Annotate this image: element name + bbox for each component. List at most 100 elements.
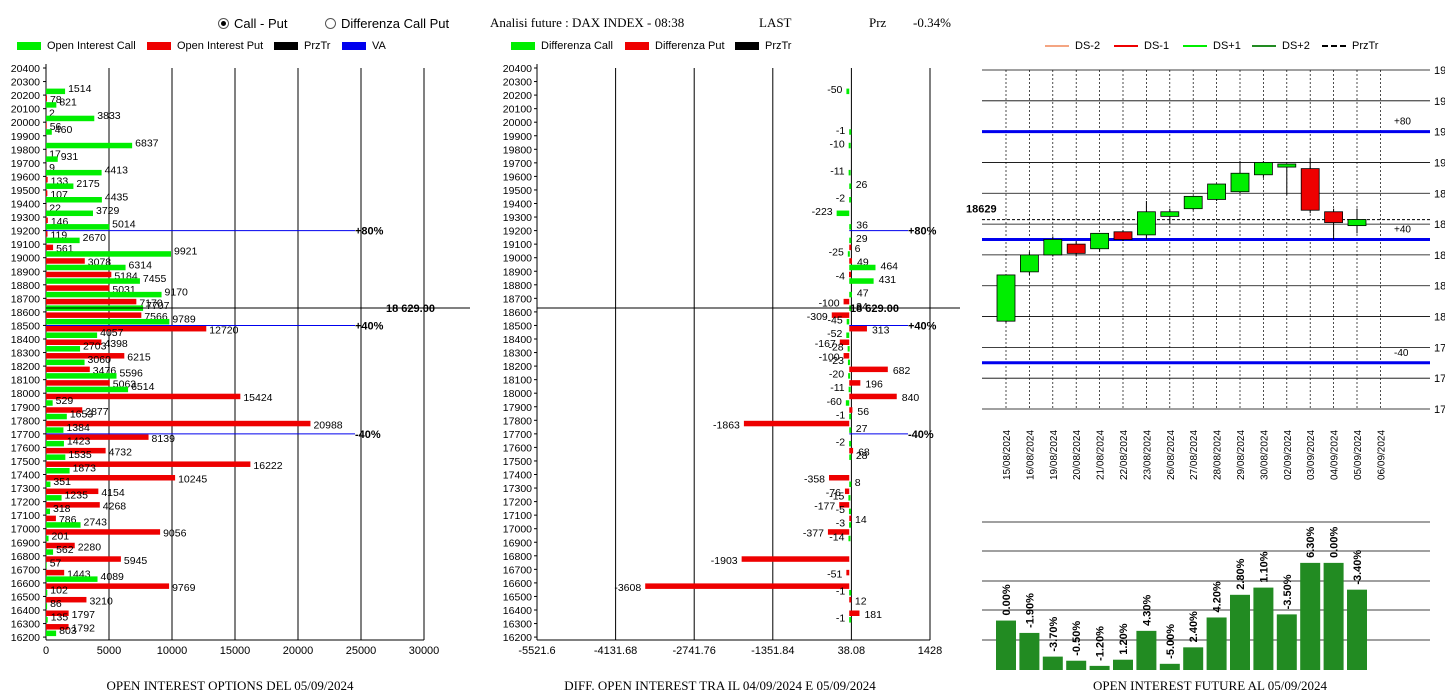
strike-label: 17400	[11, 470, 40, 482]
diff-call-label: 27	[856, 423, 868, 435]
oi-bar-label: 0.00%	[1001, 584, 1013, 615]
call-bar	[46, 156, 58, 162]
oi-bar-label: -0.50%	[1071, 621, 1083, 656]
call-value-label: 7707	[146, 300, 170, 312]
call-bar	[46, 413, 67, 420]
strike-label: 19100	[11, 239, 40, 251]
diff-put-label: 12	[855, 595, 867, 607]
strike-label: 17400	[503, 470, 532, 482]
put-value-label: 17	[49, 148, 61, 160]
strike-label: 20000	[503, 117, 532, 129]
legend-prztr-label: PrzTr	[304, 40, 331, 52]
va-label: +80	[1394, 117, 1411, 128]
call-value-label: 803	[59, 625, 77, 637]
call-bar	[46, 589, 48, 596]
diff-put-label: -309	[807, 311, 828, 323]
call-bar	[46, 454, 66, 460]
call-bar	[46, 183, 74, 189]
strike-label: 17600	[503, 442, 532, 454]
strike-label: 19100	[503, 239, 532, 251]
put-value-label: 6215	[127, 352, 151, 364]
oi-bar-label: -1.90%	[1024, 593, 1036, 628]
radio-call-put[interactable]: Call - Put	[218, 16, 287, 31]
put-bar	[46, 461, 251, 467]
diff-call-bar	[845, 400, 850, 406]
ds-m1-line	[1114, 45, 1138, 47]
radio-differenza-label: Differenza Call Put	[341, 16, 450, 31]
oi-bar-label: -1.20%	[1095, 626, 1107, 661]
y-tick-label: 19200	[1434, 127, 1445, 139]
strike-label: 16600	[503, 578, 532, 590]
diff-put-bar	[849, 366, 888, 373]
strike-label: 17000	[503, 524, 532, 536]
call-bar	[46, 115, 95, 122]
diff-call-bar	[848, 373, 851, 379]
diff-call-label: -28	[828, 342, 843, 354]
y-tick-label: 19600	[1434, 65, 1445, 77]
oi-bar	[1253, 587, 1274, 670]
strike-label: 19700	[11, 158, 40, 170]
va-label: +40%	[355, 320, 384, 332]
call-bar	[46, 264, 126, 271]
candle-body	[1253, 162, 1273, 176]
strike-label: 17800	[503, 415, 532, 427]
diff-call-label: -5	[836, 504, 845, 516]
diff-put-label: 682	[893, 365, 911, 377]
strike-label: 19400	[11, 199, 40, 211]
candle-body	[1020, 254, 1039, 273]
diff-call-label: -2	[836, 436, 845, 448]
radio-differenza[interactable]: Differenza Call Put	[325, 16, 449, 31]
put-value-label: 7170	[139, 297, 163, 309]
radio-selected-icon[interactable]	[218, 18, 229, 29]
call-value-label: 562	[56, 544, 74, 556]
call-value-label: 9921	[174, 246, 198, 258]
legend-ds-m2-label: DS-2	[1075, 40, 1101, 52]
call-value-label: 5596	[120, 368, 144, 380]
diff-call-label: -50	[827, 84, 842, 96]
put-value-label: 16222	[253, 460, 282, 472]
diff-call-bar	[849, 278, 874, 284]
diff-put-bar	[849, 596, 852, 603]
diff-call-bar	[849, 481, 852, 488]
oi-bar	[1276, 614, 1297, 670]
strike-label: 19500	[503, 185, 532, 197]
strike-label: 20200	[11, 90, 40, 102]
strike-label: 17700	[503, 429, 532, 441]
diff-call-label: -45	[828, 314, 843, 326]
strike-label: 19500	[11, 185, 40, 197]
put-value-label: 9	[49, 162, 55, 174]
diff-call-label: -223	[812, 206, 833, 218]
diff-put-label: 313	[872, 324, 890, 336]
diff-call-label: -2	[836, 193, 845, 205]
strike-label: 16200	[503, 632, 532, 644]
diff-call-label: -1	[836, 585, 845, 597]
va-label: +40%	[908, 320, 937, 332]
put-bar	[46, 434, 149, 440]
put-bar	[46, 393, 241, 400]
strike-label: 16700	[11, 564, 40, 576]
legend-va-label: VA	[372, 40, 386, 52]
strike-label: 17500	[11, 456, 40, 468]
candlestick-chart: 17400 17600 17800 18000 18200 18400 18600 18800…	[966, 65, 1445, 480]
call-value-label: 4435	[105, 192, 129, 204]
oi-bar	[1089, 665, 1110, 670]
diff-call-label: -14	[829, 531, 844, 543]
call-bar	[46, 630, 57, 637]
diff-call-bar	[848, 142, 851, 149]
strike-label: 19200	[11, 226, 40, 238]
diff-put-label: -177	[814, 501, 835, 513]
va-label: -40	[1394, 348, 1409, 359]
candle-body	[1113, 231, 1133, 240]
put-bar	[46, 285, 110, 291]
diff-put-bar	[645, 583, 850, 589]
legend-diff-put: Differenza Put	[625, 40, 725, 52]
diff-call-label: -60	[827, 396, 842, 408]
strike-label: 18700	[503, 293, 532, 305]
put-swatch	[147, 42, 171, 50]
radio-unselected-icon[interactable]	[325, 18, 336, 29]
candle-body	[1324, 211, 1344, 223]
put-value-label: 78	[50, 94, 62, 106]
diff-call-label: 28	[856, 450, 868, 462]
y-tick-label: 17800	[1434, 342, 1445, 354]
diff-oi-chart: -5521.6 -4131.68 -2741.76 -1351.84 38.08 1428…	[503, 63, 960, 657]
